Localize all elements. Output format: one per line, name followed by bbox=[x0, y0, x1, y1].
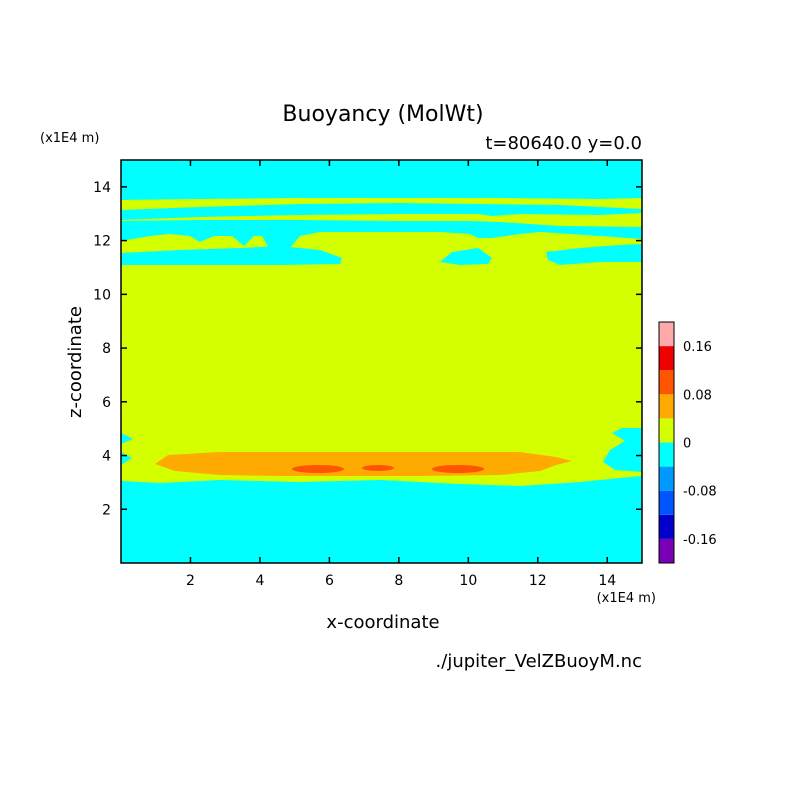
colorbar-swatch bbox=[659, 322, 674, 347]
region-lower-negative bbox=[121, 476, 642, 563]
x-tick-label: 12 bbox=[529, 573, 547, 589]
region-positive-band bbox=[155, 452, 572, 476]
chart-title: Buoyancy (MolWt) bbox=[282, 102, 483, 127]
region-band-13 bbox=[121, 203, 642, 220]
x-axis-ticks: 2 4 6 8 10 12 14 bbox=[186, 160, 616, 589]
region-left-notch-1 bbox=[121, 433, 133, 444]
y-tick-label: 12 bbox=[93, 234, 111, 250]
y-tick-label: 14 bbox=[93, 180, 111, 196]
colorbar-swatch bbox=[659, 538, 674, 563]
x-tick-label: 10 bbox=[459, 573, 477, 589]
contour-fill bbox=[121, 160, 642, 563]
x-tick-label: 6 bbox=[325, 573, 334, 589]
colorbar-swatch bbox=[659, 346, 674, 371]
colorbar-swatch bbox=[659, 394, 674, 419]
colorbar-swatch bbox=[659, 370, 674, 395]
colorbar: 0.16 0.08 0 -0.08 -0.16 bbox=[658, 321, 717, 564]
region-max-2 bbox=[362, 465, 394, 471]
x-tick-label: 4 bbox=[255, 573, 264, 589]
chart-subtitle: t=80640.0 y=0.0 bbox=[485, 133, 642, 154]
x-axis-label: x-coordinate bbox=[326, 612, 439, 633]
region-band-11-right bbox=[546, 244, 642, 265]
colorbar-label: 0.08 bbox=[683, 388, 712, 403]
colorbar-swatch bbox=[659, 514, 674, 539]
region-band-12 bbox=[121, 220, 642, 250]
colorbar-label: 0 bbox=[683, 437, 691, 452]
region-max-3 bbox=[432, 465, 484, 473]
colorbar-label: -0.16 bbox=[683, 533, 717, 548]
plot-frame bbox=[120, 159, 643, 564]
source-file-label: ./jupiter_VelZBuoyM.nc bbox=[436, 651, 642, 672]
x-tick-label: 2 bbox=[186, 573, 195, 589]
y-scale-label: (x1E4 m) bbox=[40, 131, 99, 146]
region-top-band bbox=[121, 160, 642, 200]
region-band-11-left bbox=[121, 246, 342, 265]
region-band-11-mid bbox=[440, 248, 492, 265]
x-scale-label: (x1E4 m) bbox=[597, 591, 656, 606]
y-tick-label: 8 bbox=[102, 341, 111, 357]
x-tick-label: 8 bbox=[394, 573, 403, 589]
region-right-lobe bbox=[603, 428, 642, 472]
colorbar-swatch bbox=[659, 466, 674, 491]
colorbar-label: -0.08 bbox=[683, 485, 717, 500]
colorbar-swatch bbox=[659, 418, 674, 443]
colorbar-frame bbox=[658, 321, 675, 564]
y-tick-label: 6 bbox=[102, 395, 111, 411]
x-tick-label: 14 bbox=[598, 573, 616, 589]
y-axis-ticks: 2 4 6 8 10 12 14 bbox=[93, 180, 642, 518]
colorbar-swatch bbox=[659, 490, 674, 515]
y-tick-label: 10 bbox=[93, 287, 111, 303]
colorbar-label: 0.16 bbox=[683, 340, 712, 355]
y-axis-label: z-coordinate bbox=[65, 306, 86, 418]
y-tick-label: 2 bbox=[102, 502, 111, 518]
y-tick-label: 4 bbox=[102, 449, 111, 465]
colorbar-swatch bbox=[659, 442, 674, 467]
region-max-1 bbox=[292, 465, 344, 473]
